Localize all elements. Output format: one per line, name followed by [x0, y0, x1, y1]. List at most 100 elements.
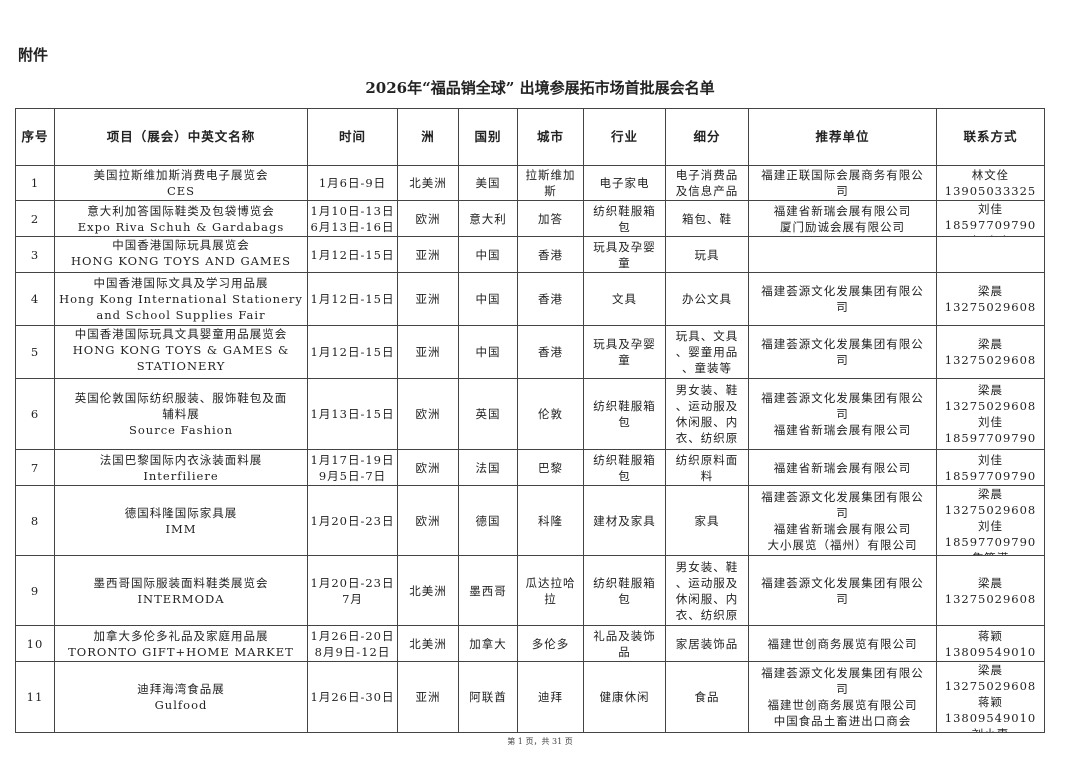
- cell-contact: 刘佳18597709790 柯玲玲13400688308: [944, 202, 1037, 236]
- column-header-contact: 联系方式: [936, 108, 1045, 166]
- cell-segment: 家居装饰品: [675, 636, 739, 651]
- cell-segment: 家具: [694, 513, 720, 528]
- cell-country: 英国: [475, 407, 501, 421]
- cell-recommender: 福建荟源文化发展集团有限公 司 福建世创商务展览有限公司 中国食品土畜进出口商会: [761, 666, 924, 728]
- cell-city: 加答: [538, 211, 563, 226]
- column-header-country: 国别: [458, 108, 518, 166]
- cell-recommender: 福建世创商务展览有限公司: [767, 636, 918, 651]
- cell-name: 意大利加答国际鞋类及包袋博览会 Expo Riva Schuh & Gardab…: [77, 203, 285, 234]
- cell-city: 拉斯维加 斯: [525, 168, 576, 198]
- cell-country: 中国: [475, 292, 501, 306]
- cell-contact: 梁晨13275029608: [944, 337, 1037, 367]
- column-header-continent: 洲: [397, 108, 459, 166]
- cell-continent: 欧洲: [415, 513, 441, 528]
- cell-name: 加拿大多伦多礼品及家庭用品展 TORONTO GIFT+HOME MARKET: [68, 628, 294, 659]
- cell-segment: 男女装、鞋 、运动服及 休闲服、内 衣、纺织原: [675, 383, 739, 445]
- cell-country: 美国: [475, 176, 501, 190]
- cell-index: 8: [30, 513, 40, 528]
- table-row: 5 中国香港国际玩具文具婴童用品展览会 HONG KONG TOYS & GAME…: [15, 325, 1045, 379]
- table-row: 4 中国香港国际文具及学习用品展 Hong Kong International …: [15, 272, 1045, 326]
- cell-contact: 梁晨13275029608 刘佳18597709790: [944, 383, 1037, 445]
- cell-name: 法国巴黎国际内衣泳装面料展 Interfiliere: [99, 452, 263, 483]
- column-header-industry: 行业: [583, 108, 666, 166]
- column-header-name: 项目（展会）中英文名称: [54, 108, 308, 166]
- cell-segment: 男女装、鞋 、运动服及 休闲服、内 衣、纺织原: [675, 559, 739, 622]
- cell-date: 1月12日-15日: [310, 247, 395, 262]
- cell-city: 瓜达拉哈 拉: [525, 575, 576, 606]
- cell-segment: 纺织原料面 料: [675, 452, 739, 483]
- cell-continent: 亚洲: [415, 247, 441, 262]
- cell-country: 中国: [475, 345, 501, 359]
- table-row: 1 美国拉斯维加斯消费电子展览会 CES 1月6日-9日 北美洲 美国 拉斯维加 斯 电子家…: [15, 165, 1045, 201]
- cell-country: 加拿大: [469, 636, 507, 651]
- cell-index: 3: [30, 247, 40, 262]
- table-row: 3 中国香港国际玩具展览会 HONG KONG TOYS AND GAMES FA…: [15, 236, 1045, 273]
- cell-country: 德国: [475, 513, 501, 528]
- cell-country: 中国: [475, 247, 501, 262]
- cell-name: 中国香港国际玩具展览会 HONG KONG TOYS AND GAMES FAI…: [71, 238, 291, 272]
- cell-index: 5: [30, 345, 40, 359]
- cell-date: 1月20日-23日: [310, 513, 395, 528]
- cell-city: 科隆: [538, 513, 563, 528]
- column-header-segment: 细分: [665, 108, 749, 166]
- cell-continent: 欧洲: [415, 460, 441, 475]
- cell-date: 1月6日-9日: [318, 176, 387, 190]
- cell-contact: 梁晨13275029608 蒋颖13809549010 刘小惠135997276…: [944, 663, 1037, 732]
- cell-industry: 玩具及孕婴 童: [593, 337, 656, 367]
- cell-country: 阿联酋: [469, 690, 507, 704]
- cell-city: 迪拜: [538, 690, 563, 704]
- cell-contact: 梁晨13275029608: [944, 575, 1037, 606]
- cell-index: 2: [30, 211, 40, 226]
- cell-recommender: 福建荟源文化发展集团有限公 司 福建省新瑞会展有限公司 大小展览（福州）有限公司: [761, 489, 924, 552]
- cell-continent: 欧洲: [415, 211, 441, 226]
- cell-contact: 梁晨13275029608 刘佳18597709790 詹筱滢185059940…: [944, 487, 1037, 555]
- table-row: 10 加拿大多伦多礼品及家庭用品展 TORONTO GIFT+HOME MARKE…: [15, 625, 1045, 662]
- document-title: 2026年“福品销全球” 出境参展拓市场首批展会名单: [365, 79, 715, 97]
- cell-recommender: 福建荟源文化发展集团有限公 司: [761, 284, 924, 314]
- cell-industry: 礼品及装饰 品: [593, 628, 656, 659]
- table-row: 8 德国科隆国际家具展 IMM 1月20日-23日 欧洲 德国 科隆 建材及家具 家具 福建荟源…: [15, 485, 1045, 556]
- cell-contact: 蒋颖13809549010: [944, 628, 1037, 659]
- cell-name: 迪拜海湾食品展 Gulfood: [137, 682, 225, 712]
- cell-index: 6: [30, 407, 40, 421]
- column-header-date: 时间: [307, 108, 398, 166]
- cell-index: 11: [26, 690, 44, 704]
- cell-country: 墨西哥: [469, 583, 507, 598]
- page-footer: 第 1 页，共 31 页: [507, 737, 573, 746]
- cell-continent: 亚洲: [415, 292, 441, 306]
- cell-name: 墨西哥国际服装面料鞋类展览会 INTERMODA: [93, 575, 269, 606]
- cell-name: 美国拉斯维加斯消费电子展览会 CES: [93, 168, 269, 198]
- cell-date: 1月26日-30日: [310, 690, 395, 704]
- cell-date: 1月17日-19日 9月5日-7日: [310, 452, 395, 483]
- cell-contact: 梁晨13275029608: [944, 284, 1037, 314]
- cell-index: 7: [30, 460, 40, 475]
- cell-name: 英国伦敦国际纺织服装、服饰鞋包及面 辅料展 Source Fashion: [74, 391, 288, 437]
- cell-country: 意大利: [469, 211, 507, 226]
- cell-date: 1月12日-15日: [310, 345, 395, 359]
- cell-recommender: 福建荟源文化发展集团有限公 司: [761, 337, 924, 367]
- cell-city: 伦敦: [538, 407, 563, 421]
- table-row: 6 英国伦敦国际纺织服装、服饰鞋包及面 辅料展 Source Fashion 1月1…: [15, 378, 1045, 450]
- cell-segment: 箱包、鞋: [682, 211, 732, 226]
- cell-recommender: 福建正联国际会展商务有限公 司: [761, 168, 924, 198]
- cell-continent: 北美洲: [409, 176, 447, 190]
- cell-industry: 建材及家具: [593, 513, 656, 528]
- cell-recommender: 福建省新瑞会展有限公司: [773, 460, 912, 475]
- cell-name: 中国香港国际文具及学习用品展 Hong Kong International S…: [59, 276, 303, 322]
- cell-industry: 玩具及孕婴 童: [593, 239, 656, 270]
- cell-name: 中国香港国际玩具文具婴童用品展览会 HONG KONG TOYS & GAMES…: [72, 327, 290, 378]
- cell-date: 1月13日-15日: [310, 407, 395, 421]
- cell-city: 巴黎: [538, 460, 563, 475]
- cell-date: 1月26日-20日 8月9日-12日: [310, 628, 395, 659]
- cell-index: 1: [30, 176, 40, 190]
- cell-continent: 欧洲: [415, 407, 441, 421]
- cell-index: 9: [30, 583, 40, 598]
- cell-city: 香港: [538, 247, 563, 262]
- cell-continent: 北美洲: [409, 583, 447, 598]
- cell-index: 4: [30, 292, 40, 306]
- cell-industry: 纺织鞋服箱 包: [593, 575, 656, 606]
- cell-industry: 纺织鞋服箱 包: [593, 399, 656, 429]
- cell-date: 1月12日-15日: [310, 292, 395, 306]
- cell-segment: 玩具: [694, 247, 720, 262]
- table-header-row: 序号 项目（展会）中英文名称 时间洲国别 城市 行业 细分 推荐单位 联系方式: [15, 108, 1045, 166]
